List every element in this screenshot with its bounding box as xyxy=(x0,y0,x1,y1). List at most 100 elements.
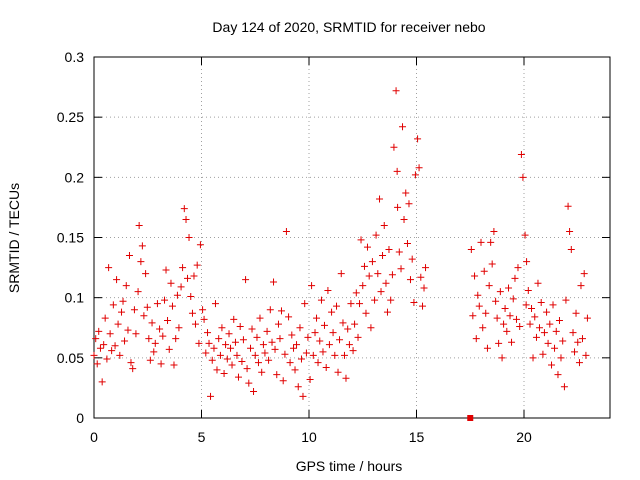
data-point xyxy=(118,308,126,316)
data-point xyxy=(306,375,314,383)
data-point xyxy=(408,255,416,263)
data-point xyxy=(475,302,483,310)
data-point xyxy=(254,359,262,367)
data-point xyxy=(95,327,103,335)
data-point xyxy=(258,368,266,376)
data-point xyxy=(572,309,580,317)
data-point xyxy=(487,238,495,246)
data-point xyxy=(483,344,491,352)
data-point xyxy=(138,242,146,250)
data-point xyxy=(250,388,258,396)
data-point xyxy=(106,330,114,338)
data-point xyxy=(132,330,140,338)
data-point xyxy=(207,392,215,400)
data-point xyxy=(503,327,511,335)
data-point xyxy=(135,221,143,229)
data-point xyxy=(242,276,250,284)
data-point xyxy=(195,339,203,347)
data-point xyxy=(130,306,138,314)
data-point xyxy=(390,143,398,151)
data-point xyxy=(540,329,548,337)
data-point xyxy=(345,341,353,349)
data-point xyxy=(376,195,384,203)
data-point xyxy=(173,291,181,299)
data-point xyxy=(213,366,221,374)
data-point xyxy=(211,300,219,308)
data-point xyxy=(559,337,567,345)
data-point xyxy=(188,309,196,317)
data-point xyxy=(122,282,130,290)
data-point xyxy=(500,320,508,328)
data-point xyxy=(320,321,328,329)
data-point xyxy=(190,272,198,280)
data-point xyxy=(511,274,519,282)
data-point xyxy=(157,360,165,368)
data-point xyxy=(410,298,418,306)
data-point xyxy=(342,374,350,382)
data-point xyxy=(419,302,427,310)
data-point xyxy=(363,243,371,251)
data-point xyxy=(417,273,425,281)
data-point xyxy=(114,320,122,328)
data-point xyxy=(344,325,352,333)
y-tick-label: 0.25 xyxy=(57,109,84,125)
data-point xyxy=(167,279,175,287)
data-point xyxy=(302,349,310,357)
data-point xyxy=(537,298,545,306)
data-point xyxy=(271,345,279,353)
y-tick-label: 0.3 xyxy=(65,49,85,65)
data-point xyxy=(90,351,98,359)
data-point xyxy=(220,369,228,377)
data-point xyxy=(414,135,422,143)
data-point xyxy=(395,248,403,256)
data-point xyxy=(505,284,513,292)
data-point xyxy=(365,272,373,280)
data-point xyxy=(555,317,563,325)
data-point xyxy=(297,355,305,363)
data-point xyxy=(168,302,176,310)
data-point xyxy=(288,331,296,339)
y-axis-label: SRMTID / TECUs xyxy=(6,183,22,293)
data-point xyxy=(187,292,195,300)
data-point xyxy=(329,329,337,337)
data-point xyxy=(153,300,161,308)
data-point xyxy=(493,314,501,322)
data-point xyxy=(362,309,370,317)
x-tick-label: 5 xyxy=(198,429,206,445)
data-point xyxy=(248,325,256,333)
data-point xyxy=(165,345,173,353)
data-point xyxy=(523,258,531,266)
data-point xyxy=(543,308,551,316)
data-point xyxy=(266,306,274,314)
chart-title: Day 124 of 2020, SRMTID for receiver neb… xyxy=(212,19,485,35)
data-point xyxy=(514,264,522,272)
data-point xyxy=(101,314,109,322)
data-point xyxy=(100,341,108,349)
data-point xyxy=(574,338,582,346)
x-tick-label: 20 xyxy=(516,429,532,445)
data-point xyxy=(415,164,423,172)
data-point xyxy=(253,333,261,341)
data-point xyxy=(488,260,496,268)
data-point xyxy=(371,296,379,304)
data-point xyxy=(392,87,400,95)
data-point xyxy=(179,264,187,272)
data-point xyxy=(233,351,241,359)
data-point xyxy=(577,282,585,290)
data-point xyxy=(96,344,104,352)
data-point xyxy=(223,355,231,363)
data-point xyxy=(238,357,246,365)
data-point xyxy=(218,324,226,332)
data-point xyxy=(105,264,113,272)
data-point xyxy=(501,304,509,312)
y-tick-label: 0.05 xyxy=(57,350,84,366)
data-point xyxy=(146,356,154,364)
data-point xyxy=(509,295,517,303)
data-point xyxy=(236,323,244,331)
data-point xyxy=(359,282,367,290)
grid-lines xyxy=(94,57,610,418)
data-point xyxy=(351,320,359,328)
data-point xyxy=(524,286,532,294)
data-point xyxy=(383,308,391,316)
data-point xyxy=(560,383,568,391)
